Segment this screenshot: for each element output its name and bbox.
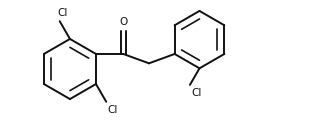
Text: Cl: Cl bbox=[191, 88, 202, 98]
Text: O: O bbox=[119, 17, 127, 27]
Text: Cl: Cl bbox=[108, 104, 118, 115]
Text: Cl: Cl bbox=[57, 8, 67, 18]
